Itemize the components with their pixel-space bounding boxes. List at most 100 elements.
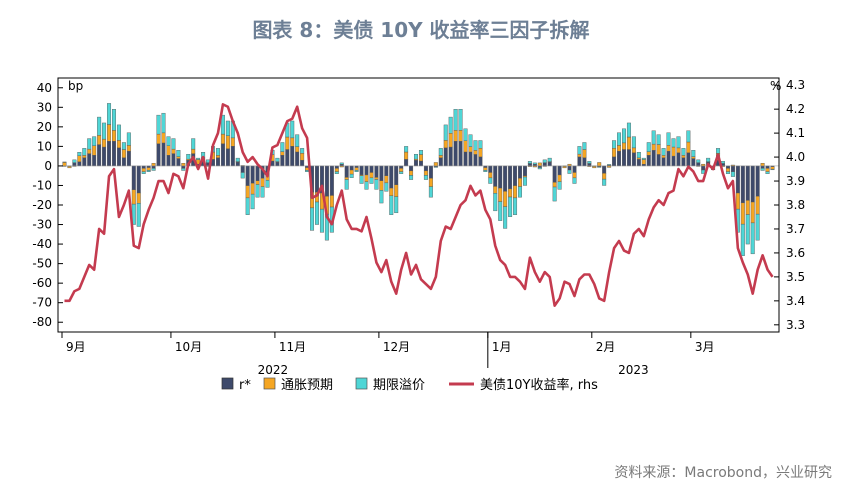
bar-r-star [131, 165, 136, 190]
bar-r-star [582, 157, 587, 167]
bar-term [577, 146, 582, 155]
legend-label-yield: 美债10Y收益率, rhs [480, 377, 598, 393]
right-tick-label: 3.8 [786, 198, 805, 212]
bar-term [107, 103, 112, 125]
bar-inflation [493, 186, 498, 194]
bar-r-star [631, 152, 636, 167]
bar-term [468, 134, 473, 147]
bar-inflation [121, 149, 126, 158]
bar-r-star [215, 157, 220, 167]
bar-term [77, 152, 82, 156]
bar-term [97, 116, 102, 136]
bar-r-star [612, 156, 617, 167]
bar-inflation [374, 177, 379, 180]
bar-inflation [552, 182, 557, 188]
bar-inflation [389, 187, 394, 196]
bar-inflation [725, 168, 730, 172]
bar-term [671, 138, 676, 148]
bar-inflation [740, 202, 745, 225]
yield-layer [64, 103, 774, 307]
bar-r-star [324, 165, 329, 197]
bar-r-star [622, 149, 626, 167]
x-month-label: 3月 [695, 340, 715, 354]
bar-term [235, 157, 240, 162]
bar-term [770, 168, 775, 171]
bar-inflation [458, 130, 463, 142]
bar-inflation [107, 124, 112, 142]
bar-r-star [364, 165, 369, 176]
bar-inflation [483, 167, 488, 171]
bar-r-star [740, 165, 745, 204]
bar-term [448, 116, 453, 134]
bar-term [399, 171, 404, 174]
bar-inflation [102, 138, 107, 148]
bar-r-star [116, 147, 121, 167]
bar-inflation [468, 146, 473, 153]
bar-inflation [156, 133, 161, 144]
bar-inflation [181, 163, 186, 167]
source-note: 资料来源：Macrobond，兴业研究 [614, 465, 832, 481]
bar-inflation [745, 200, 750, 215]
bar-inflation [646, 151, 651, 156]
legend-swatch-inflation [263, 377, 276, 390]
bar-term [567, 169, 572, 174]
bar-r-star [82, 157, 87, 167]
bar-r-star [735, 165, 740, 194]
bar-term [478, 140, 483, 149]
bar-term [463, 128, 468, 141]
bar-inflation [428, 178, 433, 187]
left-tick-label: 30 [37, 100, 52, 114]
bar-term [418, 150, 423, 155]
bar-inflation [498, 187, 503, 202]
bar-inflation [141, 168, 146, 172]
bar-r-star [617, 150, 622, 167]
bar-r-star [750, 165, 755, 203]
bar-inflation [701, 163, 706, 167]
bar-inflation [404, 151, 409, 160]
left-tick-label: -60 [32, 276, 52, 290]
bar-inflation [666, 145, 671, 152]
bar-r-star [493, 165, 498, 187]
bar-term [116, 124, 121, 141]
bar-term [349, 173, 354, 178]
bar-inflation [503, 191, 508, 207]
legend-swatch-r-star [221, 377, 234, 390]
bar-inflation [146, 167, 151, 171]
legend-label-inflation: 通胀预期 [281, 378, 333, 393]
bar-r-star [488, 165, 493, 173]
bar-term [587, 161, 592, 164]
bar-term [730, 171, 735, 177]
bar-term [215, 148, 220, 156]
bar-term [423, 175, 428, 180]
bar-r-star [107, 141, 112, 167]
bar-r-star [126, 150, 131, 167]
bar-r-star [626, 149, 631, 167]
bar-term [473, 140, 478, 151]
x-month-label: 2月 [596, 340, 616, 354]
bar-r-star [230, 146, 235, 167]
bar-term [250, 193, 255, 210]
bar-term [191, 138, 196, 150]
bar-r-star [557, 165, 562, 176]
bar-inflation [478, 148, 483, 158]
bar-r-star [349, 165, 354, 171]
bar-r-star [636, 159, 641, 167]
bars-layer [62, 103, 775, 256]
bar-inflation [686, 141, 691, 153]
x-month-label: 10月 [175, 340, 202, 354]
right-tick-label: 3.6 [786, 246, 805, 260]
bar-term [696, 159, 701, 163]
bar-r-star [478, 156, 483, 167]
bar-term [557, 181, 562, 190]
bar-term [691, 150, 696, 157]
bar-r-star [527, 163, 532, 167]
bar-inflation [626, 136, 631, 150]
bar-inflation [87, 148, 92, 154]
bar-inflation [171, 148, 176, 154]
bar-inflation [215, 155, 220, 158]
bar-r-star [730, 165, 735, 172]
bar-term [166, 136, 171, 146]
bar-term [508, 196, 513, 217]
bar-inflation [349, 169, 354, 175]
bar-term [265, 180, 270, 188]
